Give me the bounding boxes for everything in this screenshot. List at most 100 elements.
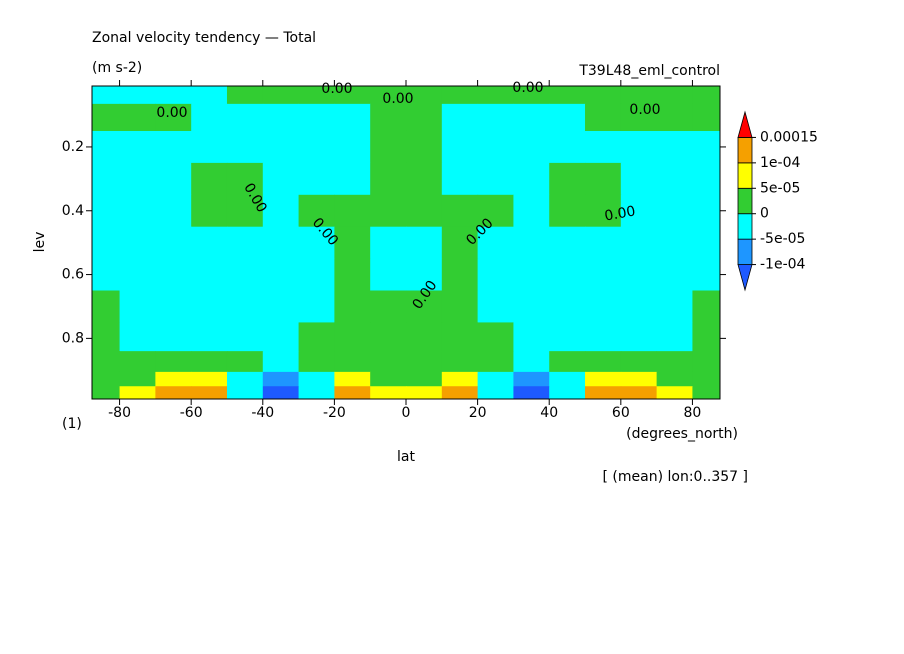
field-cell xyxy=(656,103,693,132)
field-cell xyxy=(92,290,121,323)
field-cell xyxy=(585,290,622,323)
field-cell xyxy=(191,386,228,400)
field-cell xyxy=(692,322,721,352)
x-tick-label: 60 xyxy=(612,405,630,421)
field-cell xyxy=(692,386,721,400)
field-cell xyxy=(441,258,479,292)
field-cell xyxy=(549,290,586,323)
field-cell xyxy=(298,290,335,323)
colorbar-label: 0 xyxy=(760,206,769,222)
field-cell xyxy=(155,386,192,400)
field-cell xyxy=(370,258,407,292)
field-cell xyxy=(370,130,407,164)
field-cell xyxy=(119,290,156,323)
field-cell xyxy=(513,194,550,228)
x-tick-label: -40 xyxy=(251,405,274,421)
field-cell xyxy=(549,103,586,132)
x-tick-label: 20 xyxy=(469,405,487,421)
field-cell xyxy=(298,258,335,292)
field-cell xyxy=(692,194,721,228)
field-cell xyxy=(692,103,721,132)
field-cell xyxy=(692,162,721,196)
field-cell xyxy=(298,351,335,373)
field-cell xyxy=(620,162,658,196)
field-cell xyxy=(656,290,693,323)
field-cell xyxy=(334,290,371,323)
field-cell xyxy=(549,86,586,105)
field-cell xyxy=(441,86,479,105)
field-cell xyxy=(477,322,514,352)
field-cell xyxy=(119,258,156,292)
field-cell xyxy=(549,322,586,352)
y-axis-units: (1) xyxy=(62,416,82,432)
field-cell xyxy=(226,194,264,228)
field-cell xyxy=(226,226,264,260)
field-cell xyxy=(334,194,371,228)
field-cell xyxy=(226,290,264,323)
field-cell xyxy=(226,386,264,400)
contour-label: 0.00 xyxy=(156,105,187,121)
field-cell xyxy=(656,322,693,352)
field-cell xyxy=(92,103,121,132)
field-cell xyxy=(656,351,693,373)
field-cell xyxy=(585,86,622,105)
field-cell xyxy=(191,162,228,196)
field-cell xyxy=(441,371,479,387)
field-cell xyxy=(549,226,586,260)
field-cell xyxy=(692,130,721,164)
field-cell xyxy=(513,86,550,105)
field-cell xyxy=(92,162,121,196)
field-cell xyxy=(92,194,121,228)
field-cell xyxy=(262,371,300,387)
field-cell xyxy=(155,371,192,387)
field-cell xyxy=(406,226,443,260)
field-cell xyxy=(513,130,550,164)
field-cell xyxy=(298,194,335,228)
field-cell xyxy=(191,130,228,164)
field-cell xyxy=(226,130,264,164)
field-cell xyxy=(406,322,443,352)
field xyxy=(92,86,721,400)
field-cell xyxy=(585,130,622,164)
field-cell xyxy=(370,386,407,400)
field-cell xyxy=(191,226,228,260)
field-cell xyxy=(119,162,156,196)
field-cell xyxy=(155,194,192,228)
y-tick-label: 0.4 xyxy=(62,203,84,219)
field-cell xyxy=(191,351,228,373)
field-cell xyxy=(585,103,622,132)
field-cell xyxy=(513,386,550,400)
field-cell xyxy=(549,162,586,196)
field-cell xyxy=(585,162,622,196)
field-cell xyxy=(262,386,300,400)
field-cell xyxy=(513,162,550,196)
field-cell xyxy=(155,290,192,323)
field-cell xyxy=(441,290,479,323)
field-cell xyxy=(692,258,721,292)
field-cell xyxy=(334,386,371,400)
field-cell xyxy=(370,103,407,132)
field-cell xyxy=(656,162,693,196)
colorbar-label: -1e-04 xyxy=(760,257,806,273)
field-cell xyxy=(155,351,192,373)
field-cell xyxy=(620,290,658,323)
field-cell xyxy=(406,194,443,228)
field-cell xyxy=(92,322,121,352)
field-cell xyxy=(92,86,121,105)
field-cell xyxy=(620,386,658,400)
field-cell xyxy=(92,130,121,164)
colorbar-box xyxy=(737,264,753,292)
x-tick-label: 0 xyxy=(402,405,411,421)
field-cell xyxy=(370,371,407,387)
field-cell xyxy=(92,226,121,260)
field-cell xyxy=(585,371,622,387)
x-tick-label: -60 xyxy=(180,405,203,421)
field-cell xyxy=(406,103,443,132)
field-cell xyxy=(191,103,228,132)
field-cell xyxy=(298,162,335,196)
field-cell xyxy=(406,86,443,105)
field-cell xyxy=(549,130,586,164)
colorbar-box xyxy=(737,238,753,265)
field-cell xyxy=(155,86,192,105)
field-cell xyxy=(406,162,443,196)
